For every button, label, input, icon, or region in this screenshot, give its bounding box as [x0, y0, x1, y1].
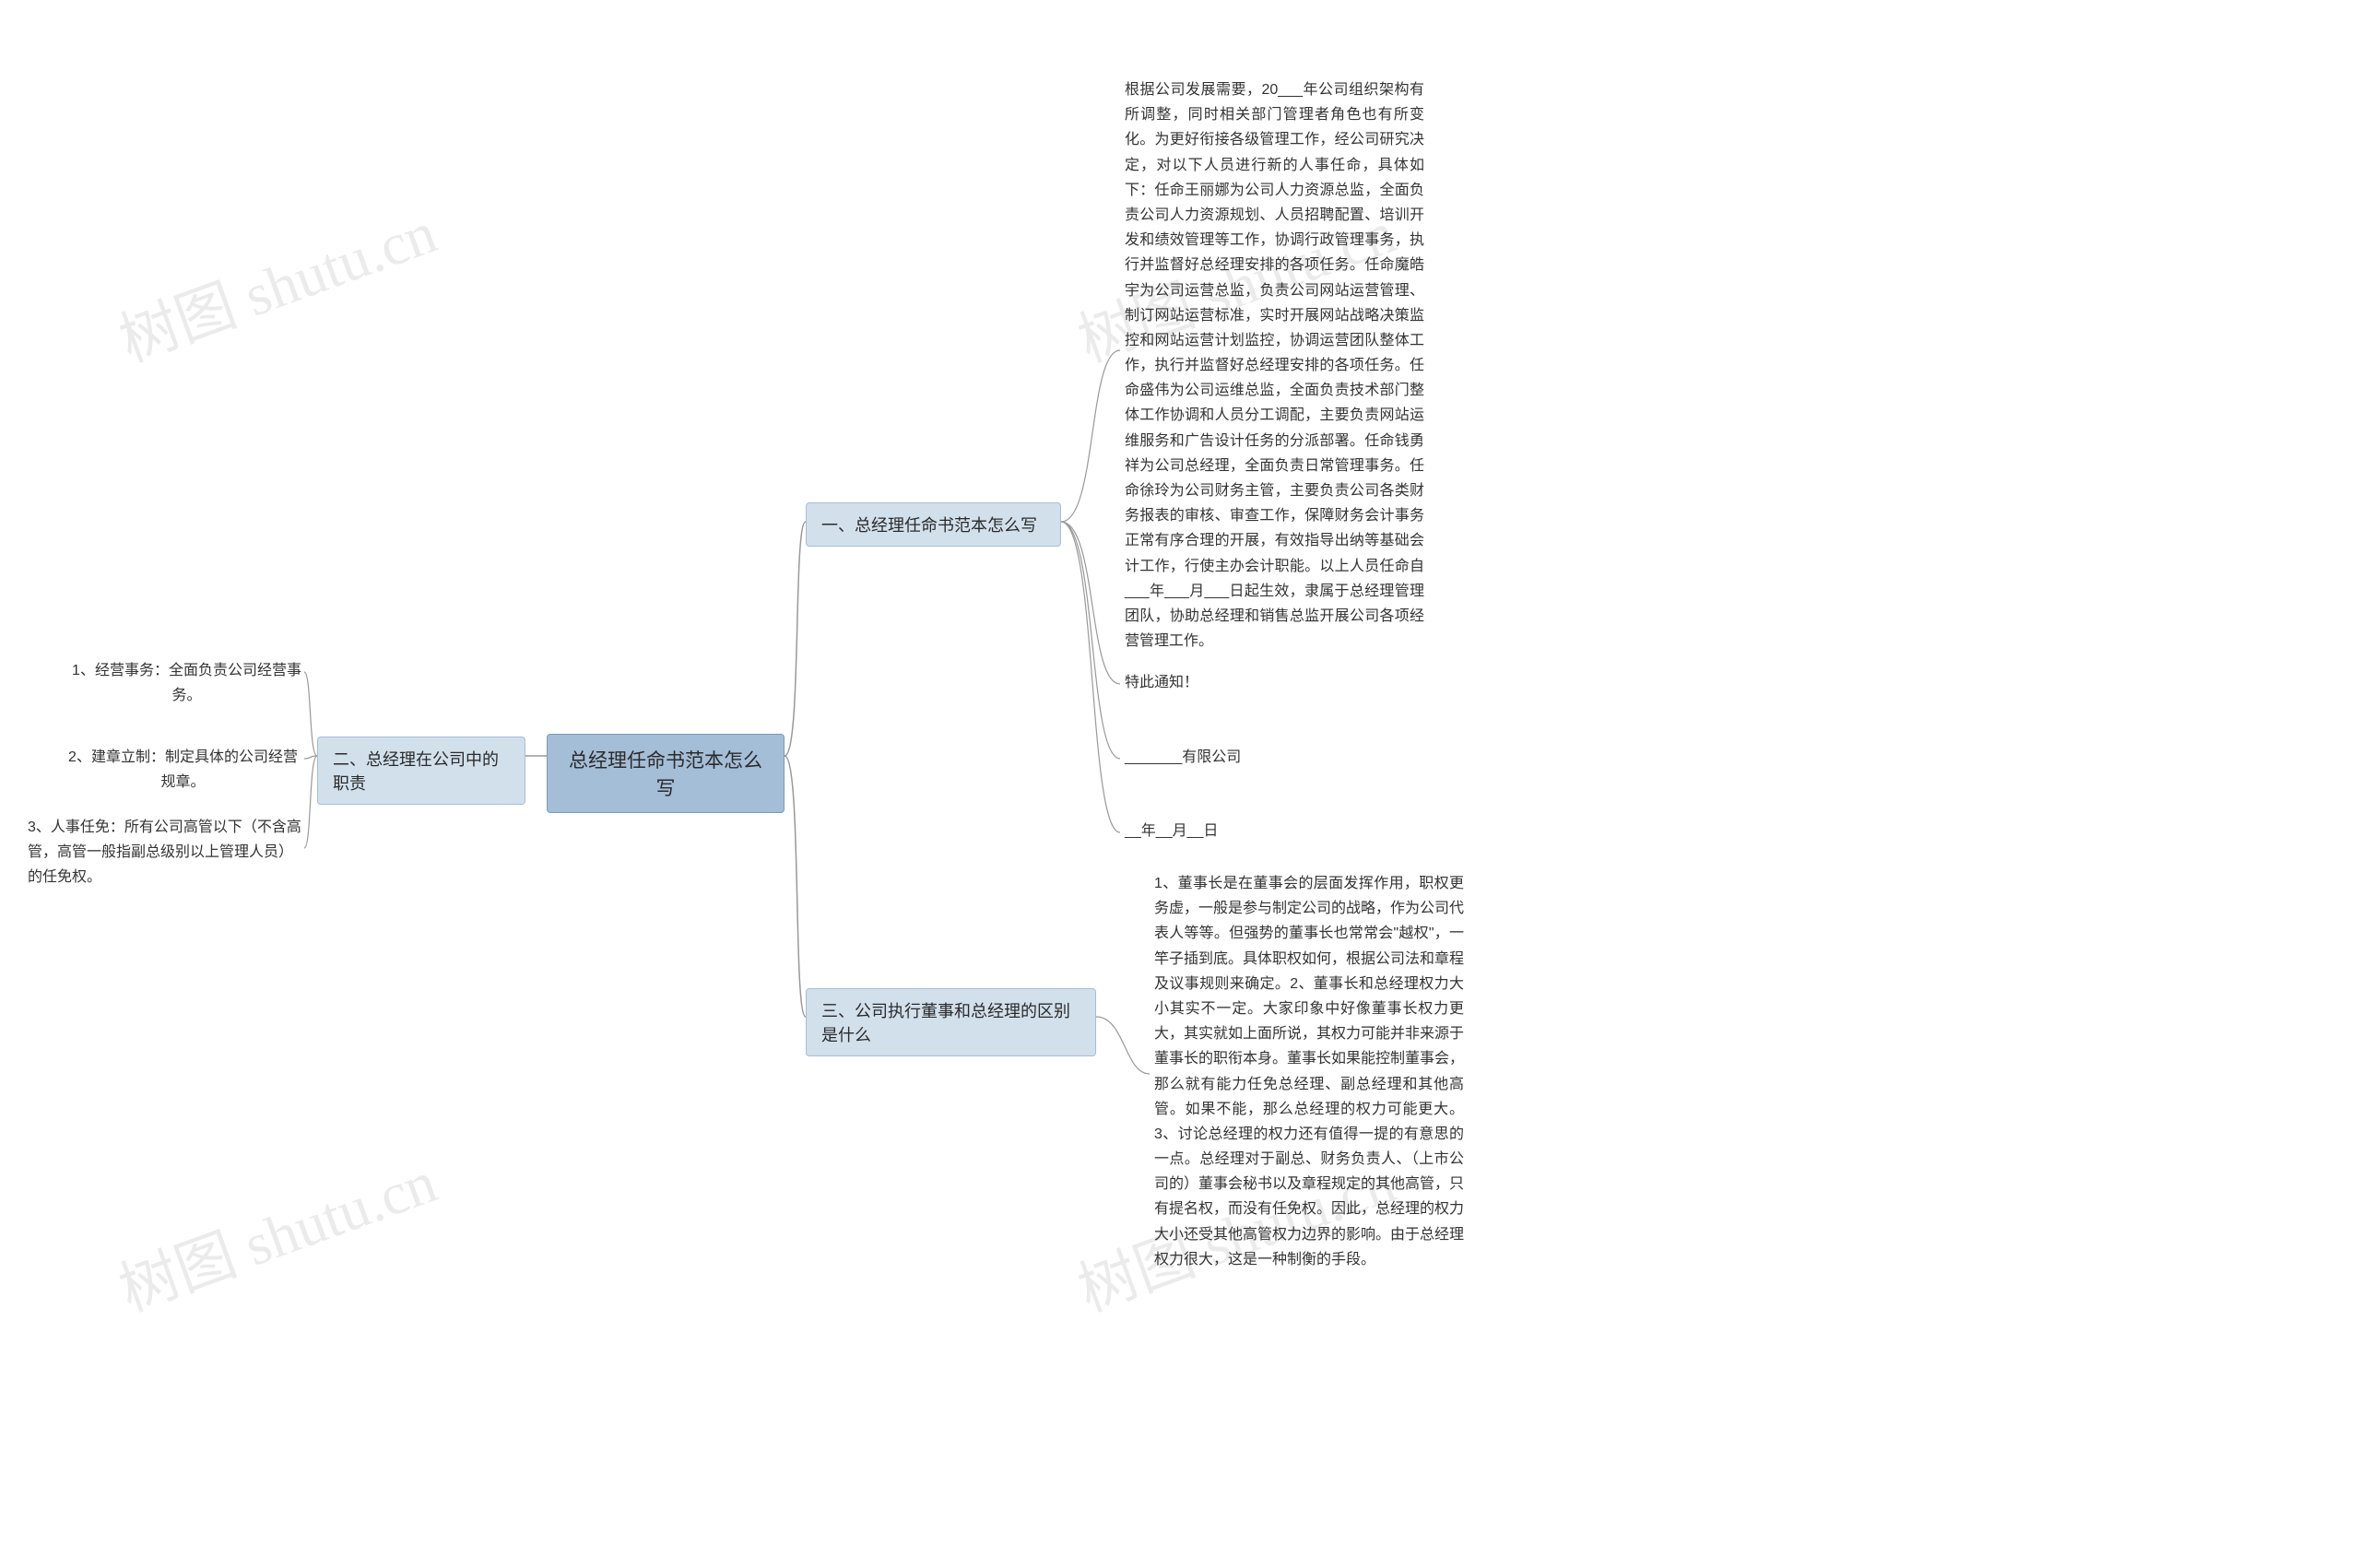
branch-label: 一、总经理任命书范本怎么写 [821, 516, 1037, 535]
leaf-appointment-body: 根据公司发展需要，20___年公司组织架构有所调整，同时相关部门管理者角色也有所… [1125, 77, 1424, 654]
branch-label: 二、总经理在公司中的职责 [333, 750, 499, 793]
watermark: 树图 shutu.cn [106, 185, 446, 378]
leaf-duty-3: 3、人事任免：所有公司高管以下（不含高管，高管一般指副总级别以上管理人员）的任免… [28, 815, 304, 890]
branch-label: 三、公司执行董事和总经理的区别是什么 [821, 1002, 1070, 1044]
branch-duties[interactable]: 二、总经理在公司中的职责 [317, 737, 525, 805]
leaf-notice: 特此通知！ [1125, 670, 1424, 695]
leaf-company: _______有限公司 [1125, 745, 1424, 770]
root-label: 总经理任命书范本怎么写 [569, 750, 762, 799]
watermark: 树图 shutu.cn [106, 1135, 446, 1327]
leaf-difference-body: 1、董事长是在董事会的层面发挥作用，职权更务虚，一般是参与制定公司的战略，作为公… [1154, 871, 1464, 1272]
leaf-duty-1: 1、经营事务：全面负责公司经营事务。 [69, 658, 304, 708]
leaf-date: __年__月__日 [1125, 819, 1424, 843]
branch-difference[interactable]: 三、公司执行董事和总经理的区别是什么 [806, 988, 1096, 1056]
mindmap-root[interactable]: 总经理任命书范本怎么写 [547, 734, 785, 813]
branch-how-to-write[interactable]: 一、总经理任命书范本怎么写 [806, 502, 1061, 547]
leaf-duty-2: 2、建章立制：制定具体的公司经营规章。 [62, 745, 304, 795]
